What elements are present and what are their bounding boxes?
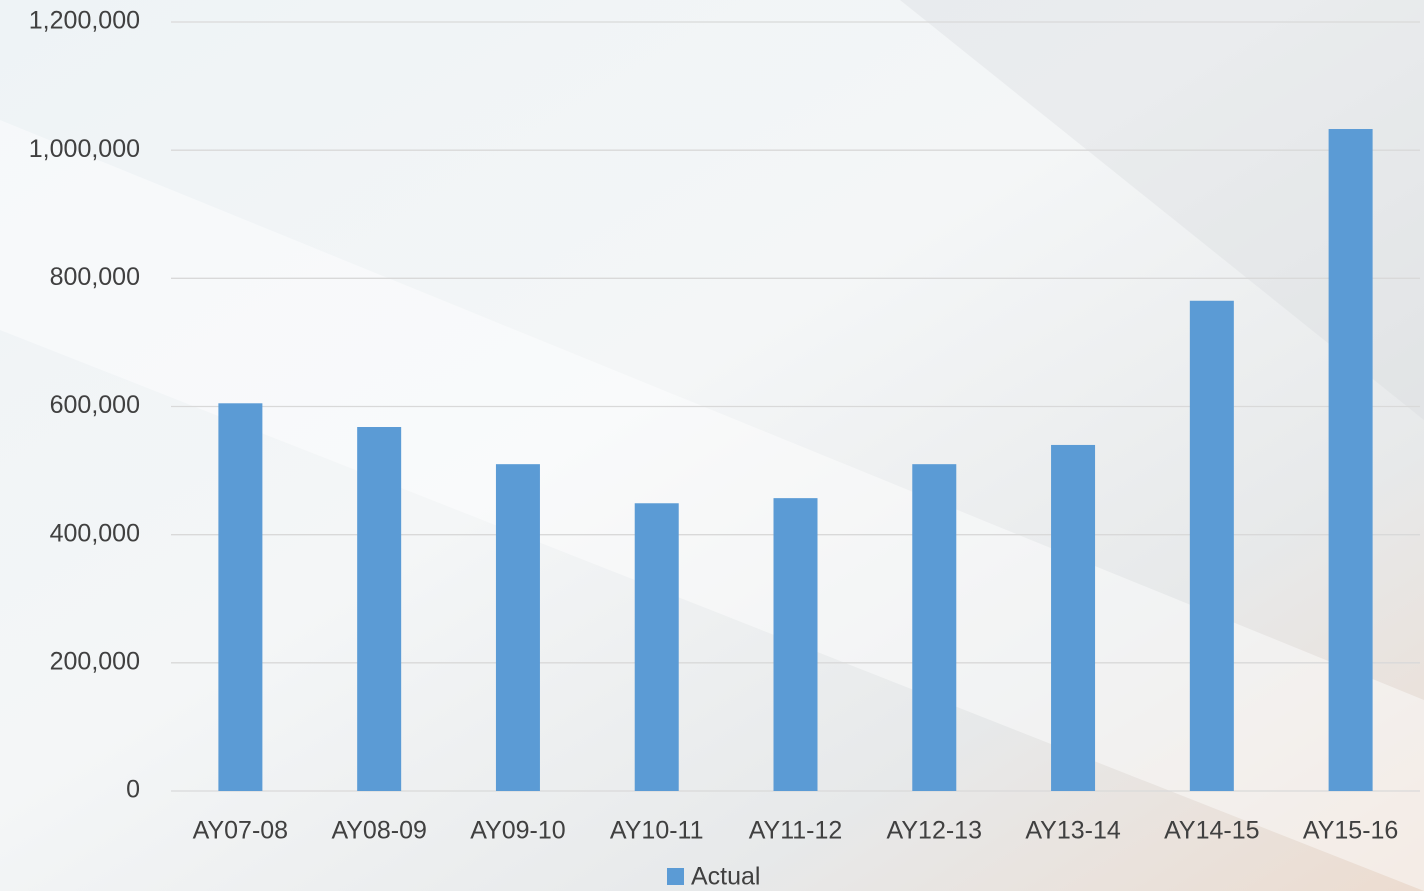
x-tick-label: AY11-12 (749, 817, 843, 845)
bar (1051, 444, 1096, 791)
bar (218, 403, 263, 791)
y-tick-label: 600,000 (50, 391, 140, 419)
x-tick-label: AY15-16 (1303, 817, 1398, 845)
y-tick-label: 800,000 (50, 263, 140, 291)
x-tick-label: AY14-15 (1164, 817, 1259, 845)
bar (1189, 300, 1234, 791)
bar (357, 427, 402, 791)
x-tick-label: AY13-14 (1025, 817, 1121, 845)
background-texture (900, 0, 1424, 420)
y-tick-label: 400,000 (50, 519, 140, 547)
x-tick-label: AY10-11 (610, 817, 704, 845)
y-tick-label: 1,000,000 (29, 135, 140, 163)
y-tick-label: 1,200,000 (29, 7, 140, 35)
y-tick-label: 0 (126, 776, 140, 804)
bar (1328, 129, 1373, 791)
x-tick-label: AY12-13 (887, 817, 982, 845)
bar (912, 464, 957, 791)
bar (495, 464, 540, 791)
legend-label: Actual (691, 863, 760, 891)
legend-swatch (667, 868, 684, 885)
x-tick-label: AY09-10 (470, 817, 565, 845)
x-tick-label: AY08-09 (331, 817, 426, 845)
x-tick-label: AY07-08 (193, 817, 288, 845)
bar (634, 503, 679, 791)
y-tick-label: 200,000 (50, 647, 140, 675)
bar (773, 498, 818, 791)
